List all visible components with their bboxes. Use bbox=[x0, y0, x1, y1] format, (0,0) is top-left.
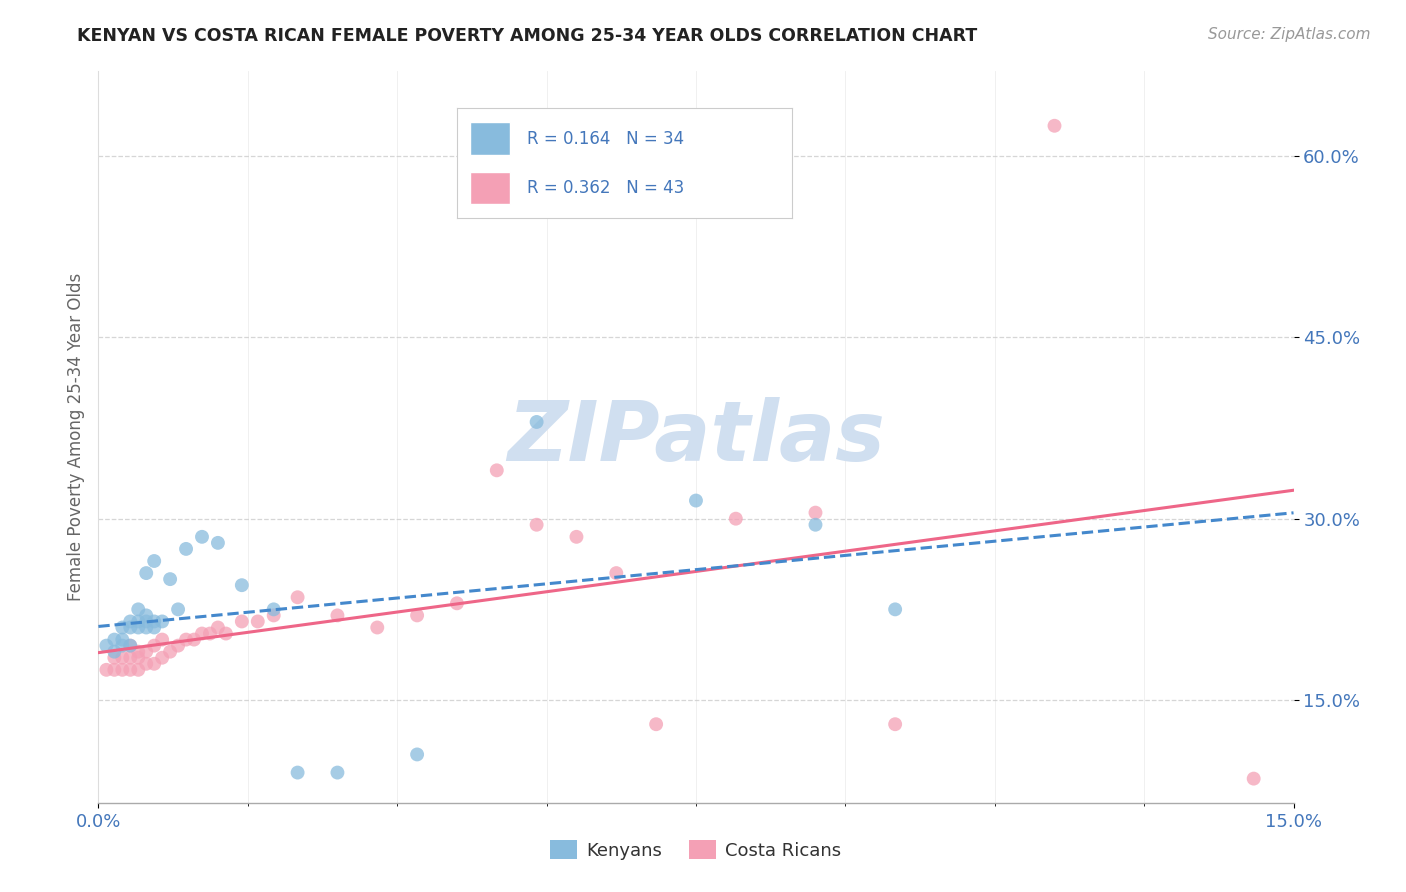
Point bbox=[96, 663, 118, 677]
Point bbox=[103, 650, 125, 665]
Point bbox=[150, 650, 173, 665]
Point bbox=[135, 620, 157, 634]
Point bbox=[127, 645, 149, 659]
Point bbox=[406, 608, 429, 623]
Point bbox=[287, 591, 309, 605]
Point bbox=[135, 645, 157, 659]
Point bbox=[127, 615, 149, 629]
Point bbox=[1043, 119, 1066, 133]
Point bbox=[804, 517, 827, 532]
Point bbox=[143, 657, 166, 671]
Point bbox=[143, 554, 166, 568]
Point bbox=[127, 663, 149, 677]
Point bbox=[207, 536, 229, 550]
Point bbox=[135, 566, 157, 580]
Point bbox=[183, 632, 205, 647]
Point bbox=[127, 602, 149, 616]
Point bbox=[174, 632, 197, 647]
Point bbox=[150, 615, 173, 629]
Point bbox=[231, 615, 253, 629]
Point bbox=[207, 620, 229, 634]
Text: ZIPatlas: ZIPatlas bbox=[508, 397, 884, 477]
Point bbox=[191, 530, 214, 544]
Point bbox=[150, 632, 173, 647]
Point bbox=[111, 639, 134, 653]
Point bbox=[135, 657, 157, 671]
Point bbox=[167, 639, 190, 653]
Point bbox=[120, 639, 142, 653]
Text: Source: ZipAtlas.com: Source: ZipAtlas.com bbox=[1208, 27, 1371, 42]
Point bbox=[120, 650, 142, 665]
Point bbox=[485, 463, 508, 477]
Point bbox=[174, 541, 197, 556]
Point bbox=[135, 608, 157, 623]
Point bbox=[103, 663, 125, 677]
Point bbox=[127, 650, 149, 665]
Point bbox=[1243, 772, 1265, 786]
Point bbox=[198, 626, 221, 640]
Point bbox=[215, 626, 238, 640]
Point bbox=[326, 765, 349, 780]
Point bbox=[231, 578, 253, 592]
Point bbox=[167, 602, 190, 616]
Point bbox=[605, 566, 627, 580]
Point bbox=[103, 645, 125, 659]
Point bbox=[191, 626, 214, 640]
Point bbox=[127, 620, 149, 634]
Point bbox=[111, 620, 134, 634]
Point bbox=[287, 765, 309, 780]
Point bbox=[96, 639, 118, 653]
Point bbox=[366, 620, 388, 634]
Point bbox=[884, 717, 907, 731]
Text: KENYAN VS COSTA RICAN FEMALE POVERTY AMONG 25-34 YEAR OLDS CORRELATION CHART: KENYAN VS COSTA RICAN FEMALE POVERTY AMO… bbox=[77, 27, 977, 45]
Point bbox=[263, 608, 285, 623]
Point bbox=[565, 530, 588, 544]
Point bbox=[645, 717, 668, 731]
Point bbox=[103, 632, 125, 647]
Point bbox=[135, 615, 157, 629]
Point bbox=[120, 620, 142, 634]
Point bbox=[884, 602, 907, 616]
Point bbox=[143, 620, 166, 634]
Point bbox=[804, 506, 827, 520]
Point bbox=[326, 608, 349, 623]
Point bbox=[143, 615, 166, 629]
Point bbox=[246, 615, 269, 629]
Point bbox=[685, 493, 707, 508]
Point bbox=[111, 650, 134, 665]
Point bbox=[143, 639, 166, 653]
Point bbox=[111, 632, 134, 647]
Y-axis label: Female Poverty Among 25-34 Year Olds: Female Poverty Among 25-34 Year Olds bbox=[66, 273, 84, 601]
Point bbox=[111, 663, 134, 677]
Point bbox=[159, 645, 181, 659]
Point bbox=[526, 415, 548, 429]
Point bbox=[724, 511, 747, 525]
Point bbox=[120, 663, 142, 677]
Point bbox=[159, 572, 181, 586]
Point bbox=[120, 615, 142, 629]
Legend: Kenyans, Costa Ricans: Kenyans, Costa Ricans bbox=[543, 833, 849, 867]
Point bbox=[263, 602, 285, 616]
Point bbox=[120, 639, 142, 653]
Point bbox=[446, 596, 468, 610]
Point bbox=[526, 517, 548, 532]
Point bbox=[406, 747, 429, 762]
